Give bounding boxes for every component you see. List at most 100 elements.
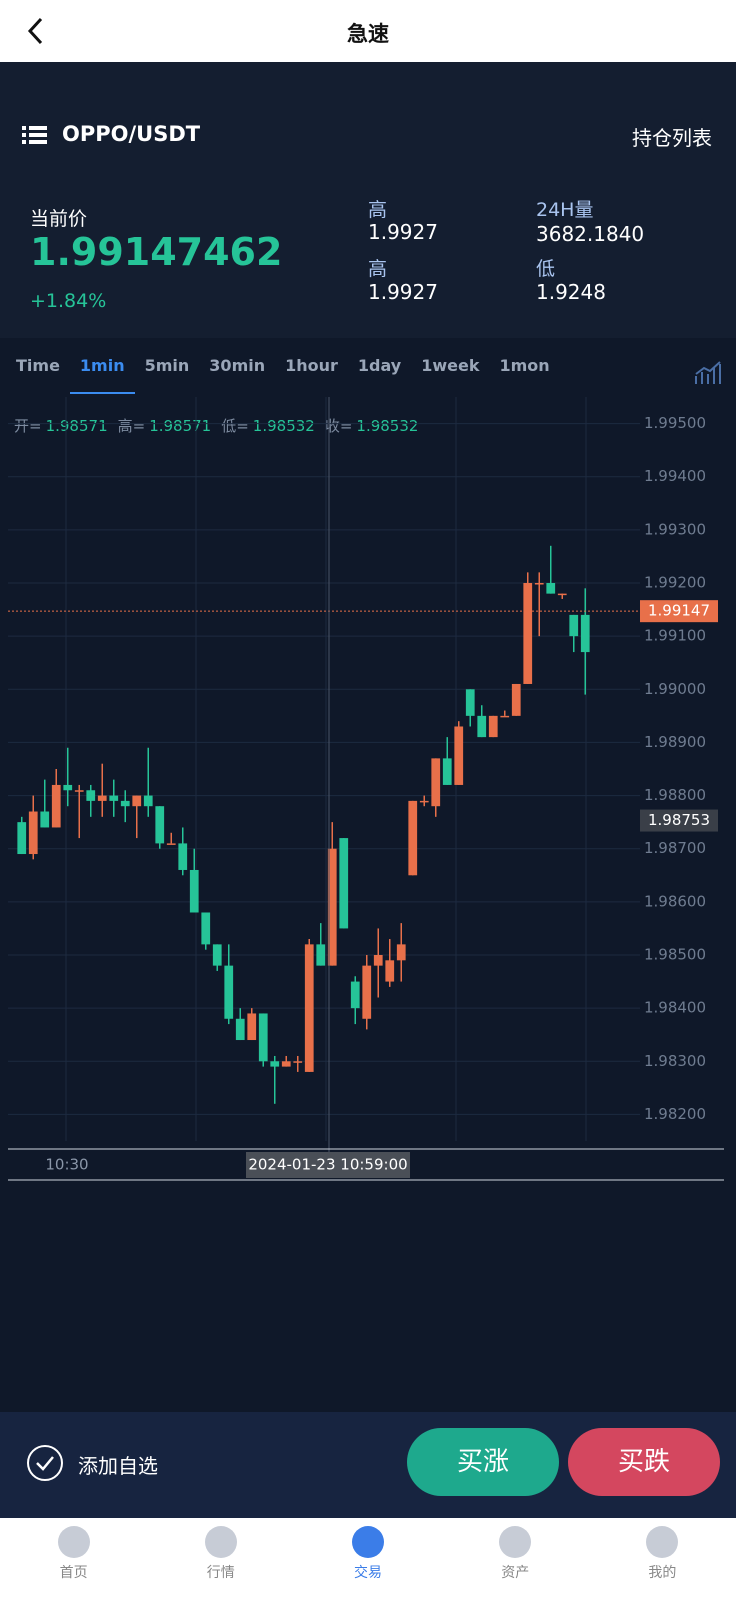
chart-settings-icon[interactable]: [694, 360, 722, 386]
candle-body: [63, 784, 73, 791]
interval-tabs: Time 1min 5min 30min 1hour 1day 1week 1mon: [0, 344, 736, 394]
ohlc-value: 1.98532: [356, 417, 418, 435]
crosshair-time-tag: [246, 1152, 410, 1178]
candle-body: [327, 848, 337, 966]
interval-tab[interactable]: 1mon: [499, 356, 550, 375]
ohlc-value: 1.98571: [149, 417, 211, 435]
stat-label: 低: [536, 258, 556, 280]
price-label: 当前价: [30, 208, 88, 230]
interval-tab[interactable]: 1week: [421, 356, 480, 375]
candle-body: [155, 806, 165, 844]
nav-label: 我的: [648, 1565, 677, 1581]
candle-body: [281, 1061, 291, 1067]
stat-label: 高: [368, 199, 388, 221]
candle-body: [477, 715, 487, 738]
action-bar: 添加自选 买涨 买跌: [0, 1412, 736, 1518]
nav-item[interactable]: 行情: [147, 1518, 294, 1597]
positions-link[interactable]: 持仓列表: [632, 126, 712, 150]
candle-body: [247, 1013, 257, 1041]
y-tick-label: 1.99500: [644, 414, 706, 432]
crosshair-price-label: 1.98753: [648, 811, 710, 829]
candle-body: [350, 981, 360, 1009]
last-price-tag: [640, 600, 718, 623]
candle-body: [28, 811, 38, 855]
interval-tab[interactable]: Time: [16, 356, 60, 375]
candle-body: [385, 960, 395, 982]
nav-item[interactable]: 交易: [294, 1518, 441, 1597]
interval-tab[interactable]: 30min: [209, 356, 266, 375]
watch-label[interactable]: 添加自选: [78, 1454, 158, 1478]
kline-chart: 开= 1.98571 高= 1.98571 低= 1.98532 收= 1.98532 1.99…: [8, 397, 724, 1181]
buy-up-button[interactable]: 买涨: [407, 1428, 559, 1496]
candle-body: [500, 715, 510, 718]
ohlc-value: 1.98532: [253, 417, 315, 435]
candle-body: [373, 955, 383, 966]
interval-tab[interactable]: 1hour: [285, 356, 338, 375]
y-tick-label: 1.98300: [644, 1052, 706, 1070]
candle-body: [293, 1061, 303, 1063]
nav-item[interactable]: 首页: [0, 1518, 147, 1597]
candle-body: [189, 869, 199, 913]
candle-body: [304, 944, 314, 1072]
nav-icon: [499, 1526, 532, 1558]
bottom-nav: 首页 行情 交易 资产 我的: [0, 1518, 736, 1597]
candle-body: [580, 614, 590, 653]
price: 1.99147462: [30, 230, 283, 274]
buy-down-button[interactable]: 买跌: [568, 1428, 720, 1496]
y-tick-label: 1.98900: [644, 733, 706, 751]
ohlc-label: 开=: [14, 417, 42, 435]
stat-value: 1.9248: [536, 280, 606, 304]
nav-label: 首页: [59, 1565, 88, 1581]
candle-body: [488, 715, 498, 738]
nav-label: 行情: [206, 1565, 235, 1581]
ohlc-legend: 开= 1.98571 高= 1.98571 低= 1.98532 收= 1.98532: [14, 417, 418, 435]
stat-value: 1.9927: [368, 280, 438, 304]
candle-body: [408, 800, 418, 876]
candle-body: [212, 944, 222, 966]
candle-body: [86, 790, 96, 801]
candle-body: [534, 583, 544, 585]
nav-icon: [57, 1526, 90, 1558]
candle-body: [17, 822, 27, 855]
back-button[interactable]: [26, 16, 46, 46]
y-tick-label: 1.98200: [644, 1105, 706, 1123]
candle-body: [40, 811, 50, 828]
y-tick-label: 1.99200: [644, 574, 706, 592]
stat-value: 3682.1840: [536, 222, 645, 246]
candle-body: [270, 1061, 280, 1067]
candle-body: [339, 838, 349, 929]
nav-icon: [646, 1526, 679, 1558]
symbol[interactable]: OPPO/USDT: [62, 122, 201, 146]
interval-tab[interactable]: 1min: [69, 344, 135, 394]
candle-body: [557, 593, 567, 596]
y-tick-label: 1.98700: [644, 839, 706, 857]
menu-icon[interactable]: [22, 124, 48, 146]
candle-body: [258, 1013, 268, 1062]
candle-body: [465, 689, 475, 716]
crosshair-time-label: 2024-01-23 10:59:00: [248, 1156, 407, 1174]
ohlc-label: 高=: [118, 417, 146, 435]
ohlc-value: 1.98571: [46, 417, 108, 435]
interval-tab[interactable]: 1day: [357, 356, 402, 375]
candle-body: [523, 583, 533, 684]
nav-label: 资产: [501, 1565, 530, 1581]
candle-body: [143, 795, 153, 807]
candle-body: [201, 912, 211, 945]
y-tick-label: 1.99100: [644, 627, 706, 645]
nav-item[interactable]: 我的: [589, 1518, 736, 1597]
candle-body: [569, 614, 579, 637]
nav-item[interactable]: 资产: [442, 1518, 589, 1597]
ohlc-label: 低=: [221, 417, 249, 435]
interval-tab[interactable]: 5min: [144, 356, 190, 375]
stat-value: 1.9927: [368, 220, 438, 244]
candle-body: [120, 800, 130, 807]
stat-label: 高: [368, 258, 388, 280]
header: 急速: [0, 0, 736, 62]
y-tick-label: 1.99000: [644, 680, 706, 698]
watch-icon[interactable]: [26, 1444, 64, 1482]
candle-body: [442, 758, 452, 785]
candle-body: [178, 843, 188, 870]
candle-body: [396, 944, 406, 961]
